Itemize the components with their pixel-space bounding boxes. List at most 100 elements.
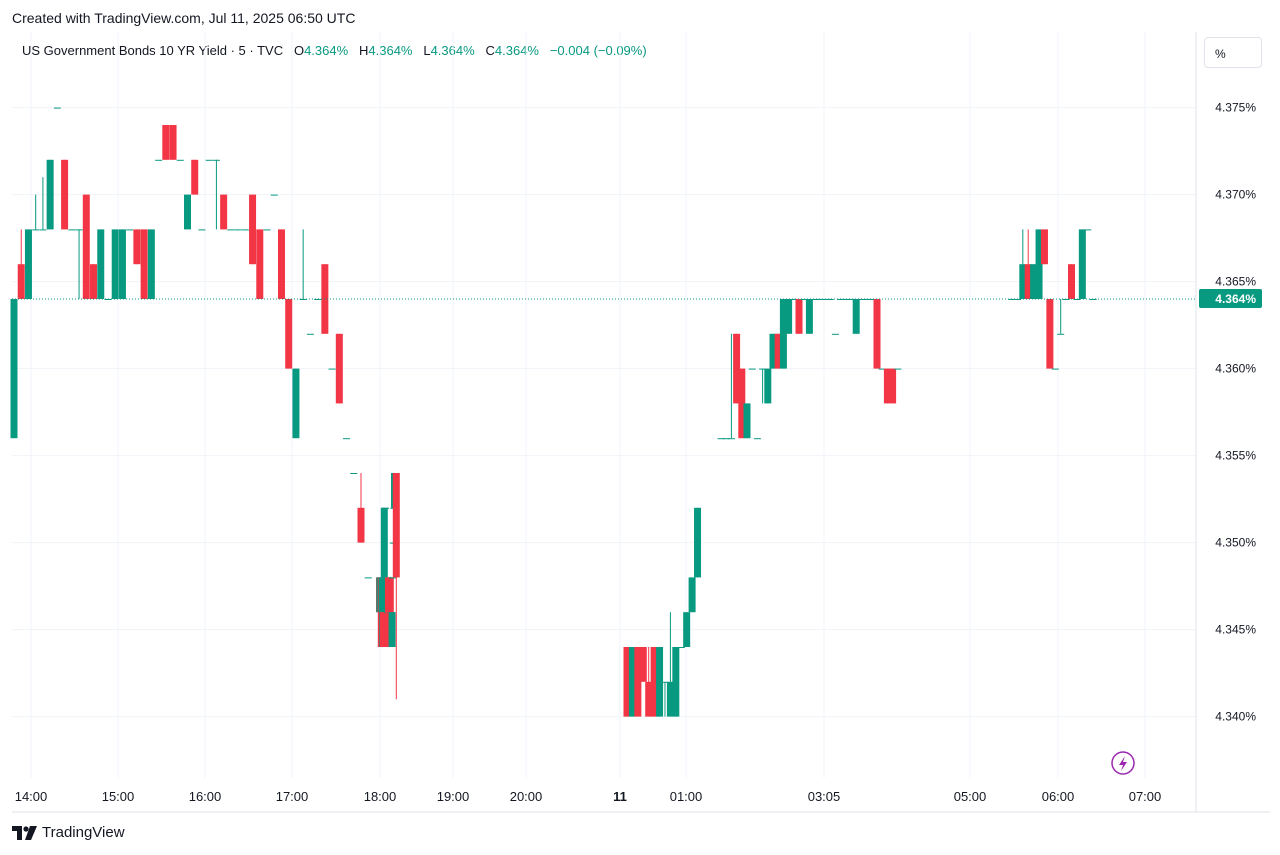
candle-body — [68, 229, 76, 231]
candle-body — [727, 438, 735, 440]
candle-body — [126, 229, 134, 231]
candle-body — [1084, 229, 1092, 231]
percent-scale-button[interactable]: % — [1204, 37, 1262, 68]
candle-body — [53, 107, 61, 109]
candle-body — [672, 647, 680, 717]
y-tick-label: 4.355% — [1215, 449, 1256, 463]
candle-body — [382, 507, 389, 509]
candle-body — [1024, 264, 1032, 299]
y-tick-label: 4.350% — [1215, 536, 1256, 550]
last-price-line: 4.364% — [12, 289, 1262, 308]
candle-body — [39, 229, 47, 231]
change-value: −0.004 (−0.09%) — [549, 43, 647, 58]
x-tick-label: 05:00 — [954, 789, 987, 804]
candle-body — [774, 333, 782, 369]
candle-body — [883, 368, 891, 404]
candle-body — [176, 159, 184, 161]
candle-body — [634, 647, 642, 717]
candle-body — [894, 368, 902, 370]
close-value: 4.364% — [494, 43, 539, 58]
candle-body — [205, 159, 213, 161]
alert-icon[interactable] — [1111, 751, 1135, 775]
candle-body — [753, 438, 761, 440]
candle-body — [118, 229, 126, 299]
candle-body — [17, 264, 25, 299]
candle-body — [661, 681, 669, 683]
y-tick-label: 4.360% — [1215, 362, 1256, 376]
candle-body — [357, 507, 365, 543]
candle-body — [1035, 229, 1043, 299]
candle-body — [878, 368, 886, 370]
candle-body — [656, 647, 664, 717]
candle-body — [270, 194, 278, 196]
x-tick-label: 18:00 — [364, 789, 397, 804]
candle-body — [191, 159, 199, 195]
high-value: 4.364% — [368, 43, 413, 58]
x-tick-label: 17:00 — [276, 789, 309, 804]
candle-body — [842, 299, 850, 300]
candle-body — [805, 299, 813, 334]
candle-body — [220, 194, 228, 230]
candle-body — [386, 577, 394, 613]
candle-body — [645, 681, 653, 717]
candle-body — [162, 125, 170, 160]
candle-body — [694, 507, 702, 578]
candle-body — [61, 159, 69, 230]
candle-body — [733, 333, 741, 404]
candle-body — [795, 299, 803, 334]
candle-body — [1078, 229, 1086, 299]
candle-body — [748, 368, 756, 370]
x-tick-label: 15:00 — [102, 789, 135, 804]
candle-body — [790, 299, 798, 300]
candle-body — [1030, 264, 1038, 299]
candle-body — [306, 333, 314, 335]
last-price-label: 4.364% — [1215, 292, 1256, 306]
y-tick-label: 4.365% — [1215, 275, 1256, 289]
candle-body — [779, 299, 787, 369]
candle-body — [1046, 299, 1054, 369]
candle-body — [75, 229, 83, 231]
symbol-legend: US Government Bonds 10 YR Yield · 5 · TV… — [22, 43, 647, 58]
symbol-title[interactable]: US Government Bonds 10 YR Yield · 5 · TV… — [22, 43, 284, 58]
x-axis: 14:00 15:00 16:00 17:00 18:00 19:00 20:00 11 01:… — [15, 789, 1162, 804]
candle-body — [639, 647, 647, 682]
candle-body — [1051, 368, 1059, 370]
candle-body — [1057, 333, 1065, 335]
brand-name: TradingView — [42, 824, 125, 841]
candle-body — [1040, 229, 1048, 265]
candle-body — [847, 299, 855, 300]
candle-body — [764, 368, 772, 404]
chart-credit: Created with TradingView.com, Jul 11, 20… — [12, 10, 356, 26]
tradingview-logo-icon — [12, 825, 37, 840]
candle-body — [743, 403, 751, 439]
candle-body — [1019, 264, 1027, 299]
candle-body — [212, 159, 220, 161]
candle-body — [314, 299, 322, 300]
x-tick-label: 20:00 — [510, 789, 543, 804]
candle-body — [241, 229, 249, 231]
candle-body — [873, 299, 881, 369]
candle-body — [277, 229, 285, 299]
candle-body — [97, 229, 105, 299]
candle-body — [826, 299, 834, 300]
open-value: 4.364% — [304, 43, 349, 58]
y-tick-label: 4.375% — [1215, 101, 1256, 115]
x-tick-label: 19:00 — [437, 789, 470, 804]
candle-body — [831, 333, 839, 335]
candle-body — [335, 333, 343, 404]
candle-body — [227, 229, 235, 231]
candle-body — [380, 507, 388, 578]
candles — [10, 107, 1097, 717]
candle-body — [868, 299, 876, 300]
y-axis: 4.375% 4.370% 4.365% 4.360% 4.355% 4.350% 4.34… — [1215, 101, 1256, 724]
candle-body — [285, 299, 293, 369]
candle-body — [759, 368, 767, 370]
candle-body — [1062, 299, 1070, 300]
candle-body — [380, 612, 388, 647]
high-label: H — [359, 43, 369, 58]
tradingview-logo[interactable]: TradingView — [12, 824, 125, 841]
candle-body — [32, 229, 40, 231]
candle-body — [111, 229, 119, 299]
candle-body — [147, 229, 155, 299]
